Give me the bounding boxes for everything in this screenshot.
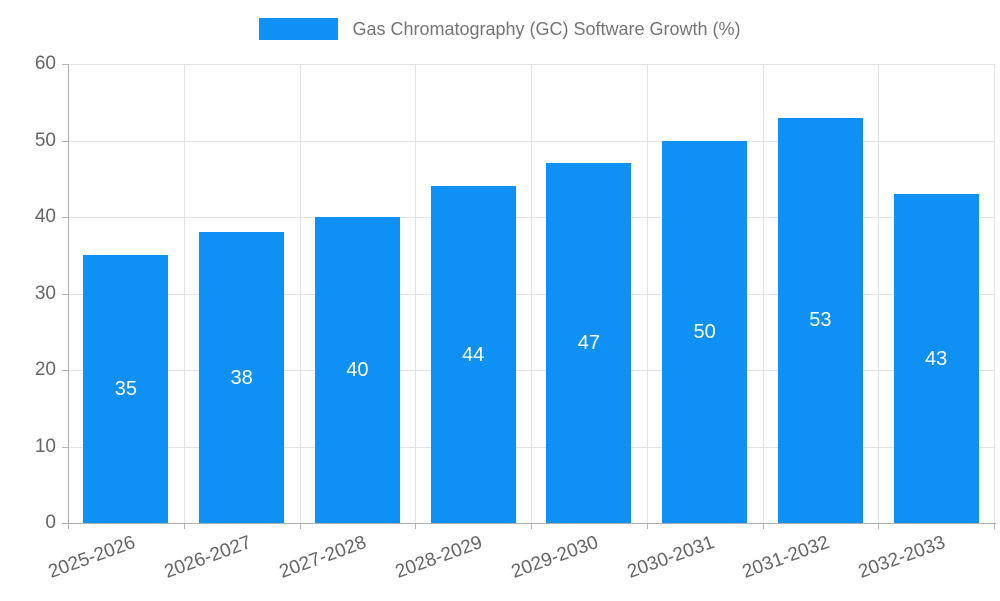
y-tick-label: 60	[34, 53, 56, 74]
x-gridline	[763, 64, 764, 523]
x-gridline	[647, 64, 648, 523]
y-tick-label: 40	[34, 206, 56, 227]
bar-value-label: 47	[577, 332, 600, 355]
legend-swatch-icon	[259, 18, 339, 40]
x-tick-label: 2027-2028	[276, 532, 370, 583]
x-axis-tick	[415, 523, 416, 529]
x-axis-tick	[531, 523, 532, 529]
x-axis-tick	[647, 523, 648, 529]
x-tick-label: 2029-2030	[508, 532, 602, 583]
bar[interactable]	[777, 117, 863, 523]
bar[interactable]	[662, 140, 748, 523]
x-gridline	[415, 64, 416, 523]
x-axis-tick	[763, 523, 764, 529]
bar-value-label: 53	[809, 309, 832, 332]
bar-value-label: 44	[462, 343, 485, 366]
y-tick-label: 30	[34, 283, 56, 304]
x-gridline	[184, 64, 185, 523]
x-axis-tick	[878, 523, 879, 529]
y-axis-tick	[62, 64, 68, 65]
bar-value-label: 50	[693, 320, 716, 343]
bar[interactable]	[199, 232, 285, 523]
y-axis-tick	[62, 447, 68, 448]
x-tick-label: 2032-2033	[855, 532, 949, 583]
bar[interactable]	[83, 255, 169, 523]
bar-value-label: 40	[346, 359, 369, 381]
x-gridline	[994, 64, 995, 523]
x-gridline	[531, 64, 532, 523]
bar[interactable]	[893, 194, 979, 523]
y-tick-label: 20	[34, 359, 56, 380]
bar-value-label: 43	[925, 347, 948, 370]
x-axis-tick	[300, 523, 301, 529]
y-axis-tick	[62, 294, 68, 295]
bar-value-label: 35	[114, 378, 137, 401]
bar[interactable]	[546, 163, 632, 523]
x-gridline	[300, 64, 301, 523]
bar-value-label: 38	[230, 366, 253, 389]
y-tick-label: 50	[34, 130, 56, 151]
y-axis-tick	[62, 217, 68, 218]
x-tick-label: 2031-2032	[739, 532, 833, 583]
bar[interactable]	[430, 186, 516, 523]
x-tick-label: 2028-2029	[392, 532, 486, 583]
chart-legend: Gas Chromatography (GC) Software Growth …	[0, 18, 1000, 40]
y-tick-label: 0	[45, 512, 56, 533]
bar[interactable]	[314, 217, 400, 523]
x-axis-line	[62, 523, 996, 524]
y-axis-tick	[62, 141, 68, 142]
x-axis-tick	[994, 523, 995, 529]
legend-item[interactable]: Gas Chromatography (GC) Software Growth …	[259, 18, 741, 40]
x-tick-label: 2025-2026	[45, 532, 139, 583]
y-tick-label: 10	[34, 436, 56, 457]
x-axis-tick	[184, 523, 185, 529]
legend-label: Gas Chromatography (GC) Software Growth …	[352, 18, 741, 39]
y-axis-tick	[62, 370, 68, 371]
x-gridline	[878, 64, 879, 523]
y-axis-line	[68, 64, 69, 529]
